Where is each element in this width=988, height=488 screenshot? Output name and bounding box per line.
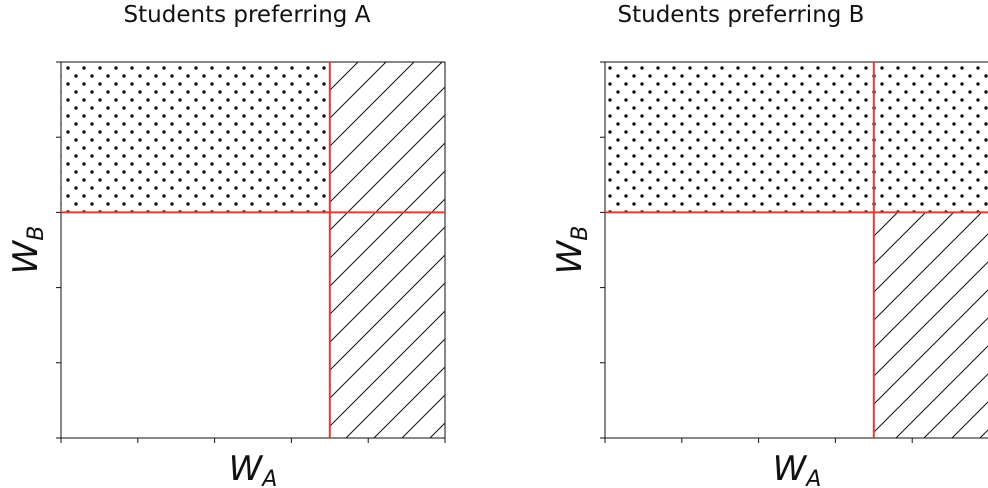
panel-students-preferring-a: Students preferring A WA WB: [6, 2, 446, 488]
region-plot-a: WA WB: [6, 61, 446, 488]
dotted-region: [61, 62, 330, 213]
plot-frame: [604, 61, 988, 439]
y-axis-label: WB: [550, 226, 593, 275]
region-plot-b: WA WB: [550, 61, 988, 488]
plot-frame: [60, 61, 446, 439]
hatched-region: [329, 62, 445, 438]
x-axis-label: WA: [773, 449, 822, 488]
x-axis-label: WA: [229, 449, 278, 488]
y-axis-label: WB: [6, 226, 49, 275]
dotted-region: [605, 62, 988, 213]
panel-title: Students preferring A: [123, 2, 371, 28]
panel-title: Students preferring B: [617, 2, 865, 28]
hatched-region: [873, 212, 988, 438]
panel-students-preferring-b: Students preferring B WA WB: [494, 0, 988, 488]
